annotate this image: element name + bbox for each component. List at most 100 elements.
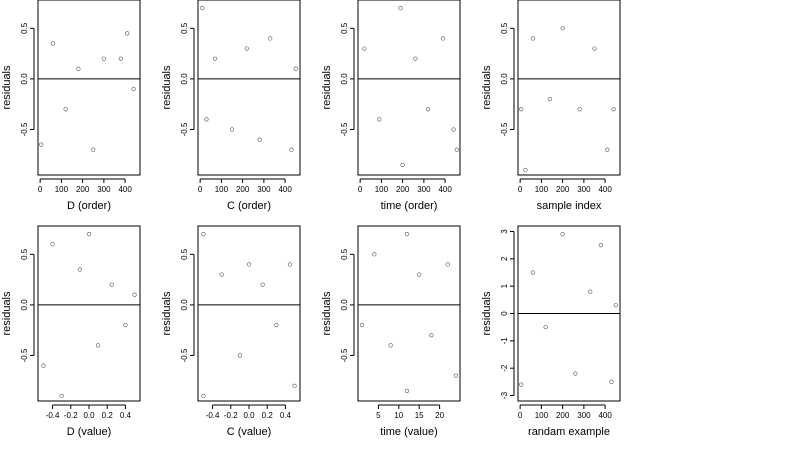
x-tick-label: 200 xyxy=(396,185,410,194)
x-tick-label: 300 xyxy=(577,185,591,194)
residual-point xyxy=(204,117,209,122)
residual-panel-3: 0 100 200 300 400 -0.5 0.0 0.5 time (order) resid… xyxy=(321,0,461,212)
residual-point xyxy=(86,231,92,237)
residual-point xyxy=(560,232,565,237)
x-tick-label: 200 xyxy=(76,185,90,194)
residual-point xyxy=(50,242,55,247)
x-tick-label: 0.4 xyxy=(280,411,292,420)
residual-point xyxy=(404,231,410,237)
y-axis-title: residuals xyxy=(481,291,493,336)
x-tick-label: 100 xyxy=(375,185,389,194)
residual-point xyxy=(454,147,459,152)
x-axis-title: D (order) xyxy=(67,200,111,212)
residual-point xyxy=(101,56,106,61)
residual-point xyxy=(292,383,297,388)
x-tick-label: 20 xyxy=(435,411,444,420)
residual-point xyxy=(91,147,96,152)
residual-point xyxy=(592,46,597,51)
residual-point xyxy=(453,373,459,378)
x-tick-label: 0 xyxy=(518,411,523,420)
plot-frame xyxy=(357,225,461,402)
residual-point xyxy=(388,343,393,348)
x-tick-label: 200 xyxy=(556,185,570,194)
y-tick-label: 0.5 xyxy=(20,22,29,34)
residual-point xyxy=(39,142,44,147)
residual-point xyxy=(109,282,114,287)
y-tick-label: -0.5 xyxy=(500,122,509,136)
y-tick-label: 0.0 xyxy=(180,73,189,85)
x-tick-label: -0.4 xyxy=(46,411,60,420)
x-tick-label: 0.2 xyxy=(102,411,114,420)
residual-point xyxy=(377,117,382,122)
x-tick-label: 0 xyxy=(518,185,523,194)
residual-point xyxy=(400,162,405,167)
plot-frame xyxy=(37,225,141,402)
y-tick-label: -3 xyxy=(500,391,509,399)
y-axis-title: residuals xyxy=(481,65,493,110)
x-tick-label: -0.4 xyxy=(206,411,220,420)
y-tick-label: 0.0 xyxy=(20,73,29,85)
x-tick-label: 200 xyxy=(556,411,570,420)
y-axis-title: residuals xyxy=(321,65,333,110)
residual-point xyxy=(611,107,616,112)
x-tick-label: 0 xyxy=(198,185,203,194)
y-tick-label: 0.0 xyxy=(340,299,349,311)
y-tick-label: 0.5 xyxy=(180,248,189,260)
residual-point xyxy=(132,292,137,297)
x-axis-title: sample index xyxy=(537,200,602,212)
y-tick-label: 0.0 xyxy=(500,73,509,85)
residual-point xyxy=(257,137,262,142)
x-axis-title: time (order) xyxy=(381,200,438,212)
residual-point xyxy=(118,56,123,61)
x-tick-label: -0.2 xyxy=(64,411,78,420)
y-tick-label: -0.5 xyxy=(340,348,349,362)
x-tick-label: 0.0 xyxy=(83,411,95,420)
plot-frame xyxy=(357,0,461,176)
y-tick-label: -0.5 xyxy=(20,122,29,136)
x-tick-label: 0.0 xyxy=(243,411,255,420)
residual-point xyxy=(530,270,535,275)
residual-point xyxy=(398,5,403,11)
residual-point xyxy=(359,323,365,328)
y-tick-label: -1 xyxy=(500,337,509,345)
residual-point xyxy=(519,107,524,112)
x-tick-label: 15 xyxy=(415,411,424,420)
residual-point xyxy=(451,127,456,132)
y-tick-label: 0.0 xyxy=(20,299,29,311)
x-tick-label: 400 xyxy=(118,185,132,194)
y-tick-label: -2 xyxy=(500,364,509,372)
residual-point xyxy=(523,167,528,173)
y-tick-label: 0.5 xyxy=(340,248,349,260)
x-tick-label: 100 xyxy=(535,185,549,194)
residual-point xyxy=(244,46,249,51)
residual-point xyxy=(50,41,55,46)
residual-point xyxy=(268,36,273,41)
residual-point xyxy=(274,323,279,328)
plot-frame xyxy=(197,225,301,402)
x-tick-label: 0.4 xyxy=(120,411,132,420)
residual-point xyxy=(123,323,128,328)
x-tick-label: 0.2 xyxy=(262,411,274,420)
x-tick-label: 400 xyxy=(438,185,452,194)
residual-point xyxy=(577,107,582,112)
x-axis-title: D (value) xyxy=(67,426,112,438)
residual-point xyxy=(426,107,431,112)
residual-point xyxy=(125,31,130,36)
residual-point xyxy=(547,97,552,102)
y-tick-label: -0.5 xyxy=(20,348,29,362)
residual-point xyxy=(588,289,593,294)
y-tick-label: 0 xyxy=(500,311,509,316)
residual-point xyxy=(96,343,101,348)
x-axis-title: randam example xyxy=(528,426,610,438)
y-tick-label: 0.5 xyxy=(20,248,29,260)
residual-point xyxy=(429,333,434,338)
y-tick-label: 0.0 xyxy=(180,299,189,311)
residual-point xyxy=(77,267,82,272)
plot-frame xyxy=(37,0,141,176)
residual-point xyxy=(543,325,548,330)
x-axis-title: C (value) xyxy=(227,426,272,438)
y-tick-label: 1 xyxy=(500,283,509,288)
plot-frame xyxy=(517,0,621,176)
residual-point xyxy=(613,303,618,308)
